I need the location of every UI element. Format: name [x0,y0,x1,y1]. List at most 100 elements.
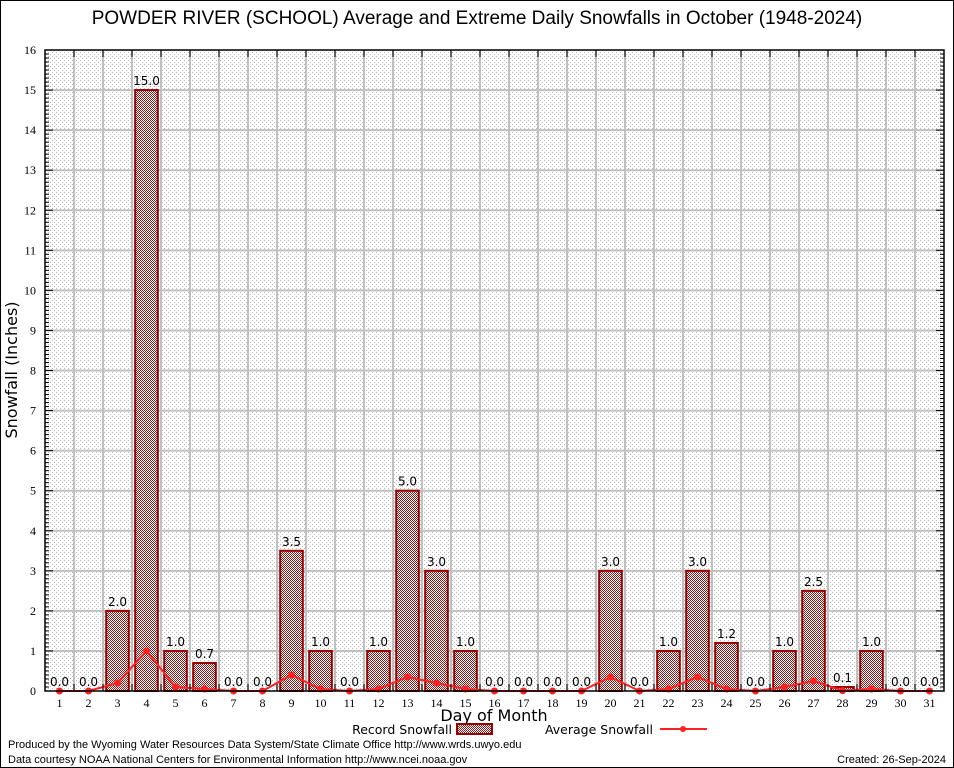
record-bar [105,609,130,692]
x-tick-label: 5 [173,696,179,710]
record-bar-label: 0.0 [543,675,562,689]
y-tick-label: 15 [24,83,36,97]
record-bar [279,549,304,692]
y-tick-label: 0 [30,684,36,698]
x-tick-label: 31 [924,696,936,710]
x-tick-label: 23 [692,696,704,710]
record-bar-label: 1.2 [717,627,736,641]
legend-record-label: Record Snowfall [352,722,452,737]
x-tick-label: 16 [489,696,501,710]
credit-produced: Produced by the Wyoming Water Resources … [8,739,522,751]
x-tick-label: 6 [202,696,208,710]
x-tick-label: 7 [231,696,237,710]
x-tick-label: 28 [837,696,849,710]
average-point [114,679,121,687]
record-bar-label: 0.0 [79,675,98,689]
record-bar-label: 15.0 [133,74,160,88]
x-tick-label: 4 [144,696,150,710]
average-point [607,673,614,681]
record-bar-label: 2.5 [804,575,823,589]
y-axis-label: Snowfall (Inches) [2,301,21,438]
y-tick-label: 5 [30,484,36,498]
y-tick-label: 1 [30,644,36,658]
y-tick-label: 12 [24,203,36,217]
record-bar [453,649,478,692]
y-tick-label: 7 [30,404,36,418]
record-bar-label: 0.0 [253,675,272,689]
y-tick-label: 8 [30,364,36,378]
record-bar-label: 0.0 [630,675,649,689]
x-tick-label: 8 [260,696,266,710]
x-tick-label: 15 [460,696,472,710]
legend-average-marker [680,726,686,732]
x-tick-label: 21 [634,696,646,710]
x-tick-label: 25 [750,696,762,710]
x-tick-label: 17 [518,696,530,710]
record-bar [859,649,884,692]
x-tick-label: 24 [721,696,733,710]
x-tick-label: 12 [373,696,385,710]
record-bar [598,569,623,692]
record-bar-label: 3.0 [688,555,707,569]
y-tick-label: 11 [24,243,36,257]
average-point [404,673,411,681]
x-tick-label: 18 [547,696,559,710]
average-point [781,683,788,691]
record-bar-label: 0.7 [195,647,214,661]
x-tick-label: 27 [808,696,820,710]
y-tick-label: 2 [30,604,36,618]
x-tick-label: 11 [344,696,356,710]
y-tick-label: 16 [24,43,36,57]
x-tick-label: 14 [431,696,443,710]
y-tick-label: 13 [24,163,36,177]
x-tick-label: 30 [895,696,907,710]
y-tick-label: 4 [30,524,36,538]
record-bar-label: 3.0 [427,555,446,569]
record-bar-label: 0.0 [224,675,243,689]
record-bar-label: 1.0 [166,635,185,649]
x-tick-label: 1 [57,696,63,710]
record-bar-label: 0.0 [891,675,910,689]
record-bar-label: 1.0 [775,635,794,649]
chart-title: POWDER RIVER (SCHOOL) Average and Extrem… [91,8,863,29]
x-tick-label: 26 [779,696,791,710]
record-bar [714,641,739,692]
x-axis-label: Day of Month [440,706,547,725]
x-tick-label: 13 [402,696,414,710]
average-point [433,679,440,687]
record-bar [685,569,710,692]
x-tick-label: 2 [86,696,92,710]
x-tick-label: 10 [315,696,327,710]
record-bar-label: 0.0 [485,675,504,689]
y-tick-label: 3 [30,564,36,578]
record-bar-label: 0.0 [340,675,359,689]
record-bar-label: 1.0 [369,635,388,649]
y-tick-label: 10 [24,283,36,297]
average-point [810,677,817,685]
average-point [143,647,150,655]
y-tick-label: 9 [30,323,36,337]
record-bar-label: 0.0 [920,675,939,689]
record-bar-label: 0.0 [50,675,69,689]
y-tick-label: 14 [24,123,36,137]
record-bar-label: 3.0 [601,555,620,569]
record-bar-label: 0.1 [833,671,852,685]
x-tick-label: 19 [576,696,588,710]
record-bar [801,589,826,692]
record-bar-label: 5.0 [398,475,417,489]
x-tick-label: 3 [115,696,121,710]
record-bar [424,569,449,692]
x-tick-label: 9 [289,696,295,710]
created-date: Created: 26-Sep-2024 [837,754,946,766]
record-bar-label: 1.0 [311,635,330,649]
legend-average-label: Average Snowfall [545,722,653,737]
record-bar-label: 3.5 [282,535,301,549]
credit-courtesy: Data courtesy NOAA National Centers for … [8,754,468,766]
x-tick-label: 20 [605,696,617,710]
record-bar [134,89,159,692]
record-bar-label: 0.0 [514,675,533,689]
average-point [694,673,701,681]
record-bar-label: 1.0 [456,635,475,649]
record-bar-label: 0.0 [746,675,765,689]
